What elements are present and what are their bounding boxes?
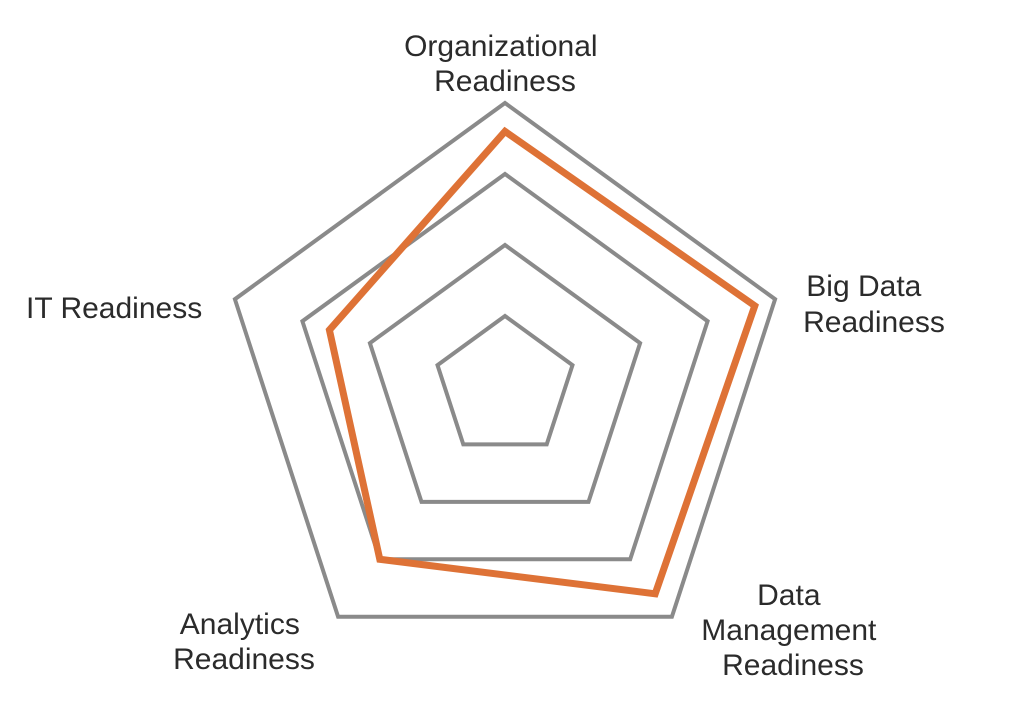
series-layer	[325, 126, 759, 598]
axis-label-line: Management	[701, 614, 877, 647]
series-polygon-0	[325, 126, 759, 598]
grid-ring-2	[367, 242, 643, 504]
axis-label-data-management-readiness: Data Management Readiness	[701, 579, 884, 682]
axis-label-organizational-readiness: Organizational Readiness	[404, 30, 606, 98]
axis-label-line: Readiness	[722, 649, 864, 682]
axis-labels: Organizational Readiness Big Data Readin…	[26, 30, 945, 682]
axis-label-line: Analytics	[180, 608, 300, 641]
grid-ring-3	[300, 171, 710, 562]
axis-label-line: Big Data	[806, 270, 921, 303]
axis-label-line: Data	[757, 579, 821, 612]
axis-label-big-data-readiness: Big Data Readiness	[803, 270, 945, 339]
axis-label-analytics-readiness: Analytics Readiness	[173, 608, 315, 676]
grid-ring-1	[435, 313, 575, 447]
axis-label-it-readiness: IT Readiness	[26, 292, 202, 325]
grid-ring-4	[232, 100, 778, 619]
axis-label-line: IT Readiness	[26, 292, 202, 325]
axis-label-line: Organizational	[404, 30, 597, 63]
axis-label-line: Readiness	[434, 65, 576, 98]
axis-label-line: Readiness	[173, 643, 315, 676]
axis-label-line: Readiness	[803, 306, 945, 339]
grid-layer	[232, 100, 778, 619]
